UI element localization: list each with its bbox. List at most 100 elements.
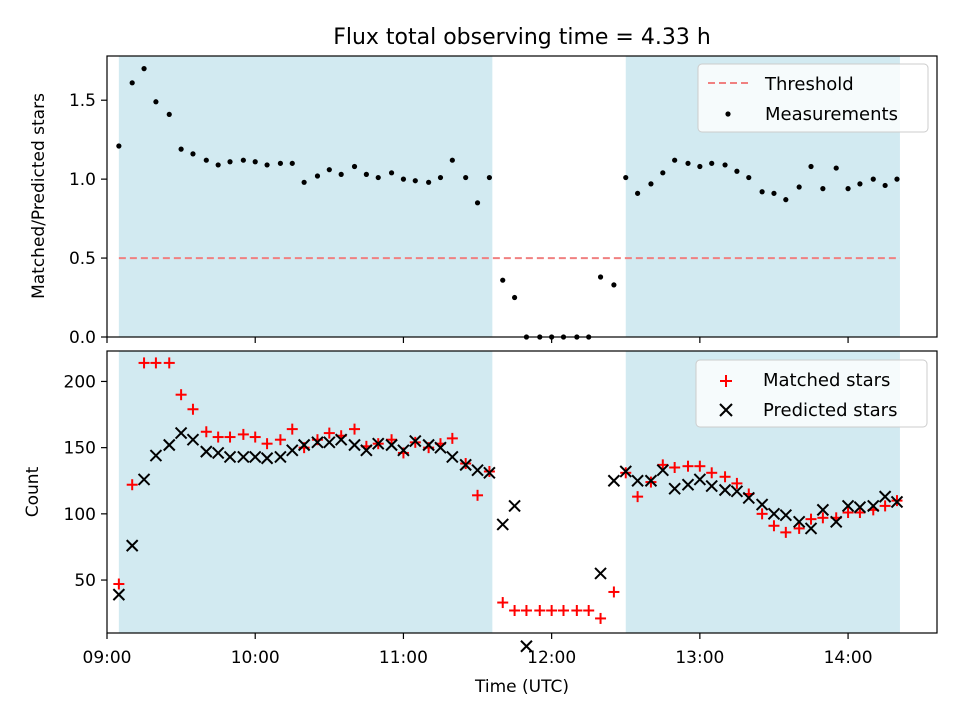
predicted-star-marker (125, 539, 139, 552)
matched-star-marker (793, 522, 805, 534)
measurement-points (116, 66, 900, 340)
predicted-star-marker (211, 446, 225, 460)
x-tick-label: 11:00 (379, 648, 428, 668)
measurement-point (227, 159, 233, 165)
x-tick-label: 10:00 (231, 648, 280, 668)
predicted-star-marker (348, 438, 361, 452)
measurement-point (190, 151, 196, 157)
matched-star-marker (349, 423, 361, 435)
y-tick-label: 100 (64, 505, 96, 525)
measurement-point (326, 167, 332, 173)
predicted-star-marker (297, 438, 311, 452)
measurement-point (129, 80, 135, 86)
predicted-star-marker (137, 473, 151, 486)
predicted-star-marker (397, 444, 410, 457)
matched-star-marker (657, 459, 669, 471)
measurement-point (734, 168, 740, 174)
predicted-star-marker (483, 466, 496, 480)
matched-star-marker (817, 512, 829, 524)
legend-measurements-label: Measurements (765, 104, 898, 125)
measurement-point (351, 163, 358, 170)
measurement-point (375, 174, 381, 181)
matched-star-marker (768, 520, 780, 532)
matched-star-marker (669, 462, 681, 474)
top-y-ticks: 0.0 0.5 1.0 1.5 (69, 91, 107, 348)
predicted-star-marker (804, 522, 818, 535)
y-tick-label: 0.5 (69, 249, 96, 269)
measurement-point (388, 170, 395, 176)
x-tick-label: 13:00 (675, 648, 724, 668)
predicted-stars-points (112, 426, 904, 653)
predicted-star-marker (446, 450, 459, 464)
predicted-star-marker (409, 434, 422, 448)
measurement-point (166, 111, 172, 118)
measurement-point (463, 174, 469, 181)
predicted-star-marker (742, 491, 755, 505)
measurement-point (759, 189, 765, 195)
measurement-point (611, 282, 617, 288)
top-axes: 0.0 0.5 1.0 1.5 Matched/Predicted stars Thr… (29, 55, 938, 348)
bottom-axes-frame (106, 350, 938, 634)
legend-predicted-label: Predicted stars (763, 400, 897, 421)
y-tick-label: 50 (74, 571, 96, 591)
y-tick-label: 0.0 (69, 328, 96, 348)
matched-star-marker (150, 357, 162, 369)
predicted-star-marker (631, 474, 644, 487)
matched-star-marker (446, 432, 458, 444)
predicted-star-marker (223, 450, 237, 464)
matched-star-marker (113, 578, 125, 590)
matched-star-marker (632, 491, 644, 503)
matched-star-marker (509, 604, 521, 616)
measurement-point (635, 190, 641, 196)
measurement-point (796, 184, 802, 190)
top-legend-box (697, 63, 929, 133)
measurement-point (437, 174, 444, 181)
y-tick-label: 1.5 (69, 91, 96, 111)
measurement-point (116, 143, 122, 149)
measurement-point (648, 181, 654, 187)
matched-star-marker (126, 479, 138, 491)
measurement-point (820, 186, 826, 192)
predicted-star-marker (385, 438, 398, 452)
measurement-point (449, 157, 455, 163)
shaded-interval (118, 56, 493, 337)
matched-star-marker (694, 460, 706, 472)
matched-star-marker (805, 513, 817, 525)
top-legend: Threshold Measurements (697, 63, 929, 133)
predicted-star-marker (644, 474, 658, 487)
matched-star-marker (571, 604, 583, 616)
measurement-point (845, 186, 851, 192)
bottom-legend: Matched stars Predicted stars (695, 359, 928, 428)
matched-star-marker (472, 489, 484, 501)
matched-star-marker (854, 507, 866, 519)
predicted-star-marker (594, 567, 607, 580)
predicted-star-marker (237, 450, 250, 464)
measurement-point (500, 277, 506, 283)
matched-star-marker (583, 604, 595, 616)
legend-measurements-swatch (725, 111, 731, 117)
top-axes-frame (106, 55, 938, 338)
measurement-point (685, 160, 691, 166)
measurement-point (672, 157, 678, 163)
top-y-axis-label: Matched/Predicted stars (29, 93, 49, 299)
predicted-star-marker (274, 450, 287, 464)
matched-star-marker (558, 604, 569, 616)
shaded-interval (118, 351, 493, 633)
predicted-star-marker (730, 485, 744, 498)
measurement-point (660, 170, 666, 176)
matched-star-marker (520, 604, 532, 616)
predicted-star-marker (459, 458, 472, 472)
predicted-star-marker (249, 450, 262, 464)
x-tick-label: 12:00 (527, 648, 576, 668)
measurement-point (252, 159, 258, 165)
predicted-star-marker (767, 507, 781, 521)
measurement-point (203, 157, 209, 163)
matched-star-marker (323, 427, 335, 439)
y-tick-label: 150 (64, 439, 96, 459)
predicted-star-marker (434, 441, 447, 454)
predicted-star-marker (830, 515, 843, 528)
predicted-star-marker (520, 640, 533, 653)
predicted-star-marker (779, 508, 793, 522)
measurement-point (597, 274, 604, 280)
